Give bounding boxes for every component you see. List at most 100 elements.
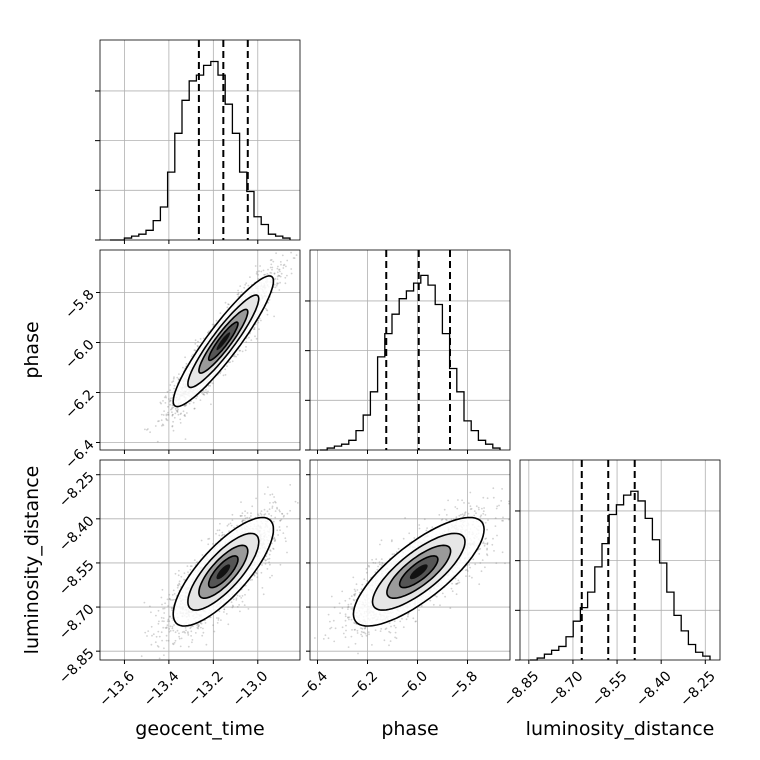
scatter-point	[172, 420, 175, 423]
scatter-point	[217, 617, 220, 620]
scatter-point	[240, 501, 242, 503]
scatter-point	[255, 272, 258, 275]
scatter-point	[161, 424, 163, 427]
scatter-point	[165, 639, 168, 642]
scatter-point	[235, 355, 238, 358]
scatter-point	[201, 554, 204, 556]
scatter-point	[162, 626, 165, 629]
scatter-point	[160, 413, 163, 416]
scatter-point	[224, 368, 227, 371]
scatter-point	[171, 411, 173, 414]
scatter-point	[266, 313, 269, 316]
hist-panel-luminosity_distance	[515, 459, 721, 664]
scatter-point	[170, 397, 172, 400]
scatter-point	[236, 606, 239, 608]
scatter-point	[274, 516, 277, 519]
scatter-point	[273, 272, 276, 275]
scatter-point	[273, 537, 276, 540]
scatter-point	[167, 618, 170, 621]
scatter-point	[269, 563, 271, 566]
scatter-point	[194, 339, 197, 342]
scatter-point	[247, 284, 250, 287]
scatter-point	[161, 620, 164, 622]
scatter-point	[184, 404, 187, 407]
scatter-point	[207, 543, 210, 546]
scatter-point	[163, 396, 166, 399]
scatter-point	[167, 639, 170, 642]
scatter-point	[279, 261, 282, 263]
scatter-point	[231, 519, 234, 521]
scatter-point	[177, 584, 180, 587]
scatter-panel-luminosity_distance-vs-geocent_time	[96, 459, 301, 664]
scatter-point	[192, 401, 195, 404]
scatter-point	[144, 631, 147, 634]
scatter-point	[166, 598, 169, 601]
scatter-point	[178, 569, 180, 572]
scatter-point	[237, 292, 240, 294]
scatter-point	[239, 610, 241, 613]
scatter-point	[215, 319, 218, 322]
scatter-point	[166, 624, 169, 627]
scatter-point	[197, 345, 199, 348]
scatter-point	[229, 522, 232, 525]
scatter-point	[231, 604, 234, 607]
scatter-point	[273, 283, 276, 286]
scatter-point	[177, 378, 180, 380]
scatter-point	[176, 410, 179, 412]
scatter-point	[253, 574, 256, 577]
scatter-point	[172, 429, 175, 432]
scatter-point	[286, 259, 289, 262]
scatter-point	[160, 616, 163, 619]
scatter-point	[241, 512, 244, 515]
scatter-point	[271, 507, 274, 509]
scatter-point	[229, 361, 232, 363]
scatter-point	[165, 417, 168, 420]
scatter-point	[193, 559, 196, 561]
scatter-point	[179, 418, 182, 421]
scatter-point	[284, 537, 287, 540]
scatter-point	[264, 273, 267, 276]
scatter-point	[257, 513, 259, 516]
scatter-point	[194, 632, 197, 634]
scatter-point	[273, 496, 275, 498]
scatter-point	[264, 563, 267, 565]
scatter-point	[203, 394, 206, 396]
scatter-point	[168, 628, 171, 630]
scatter-point	[244, 349, 247, 352]
scatter-point	[171, 627, 174, 630]
scatter-point	[241, 514, 243, 517]
scatter-point	[255, 497, 257, 500]
scatter-point	[193, 349, 196, 351]
scatter-point	[235, 597, 238, 600]
scatter-point	[185, 629, 187, 632]
scatter-point	[200, 626, 202, 629]
scatter-point	[213, 630, 216, 633]
scatter-point	[165, 418, 168, 421]
scatter-point	[181, 631, 184, 633]
scatter-point	[169, 399, 172, 402]
scatter-point	[296, 502, 299, 504]
scatter-point	[165, 634, 168, 637]
scatter-point	[171, 413, 174, 416]
scatter-point	[170, 408, 172, 411]
scatter-point	[276, 282, 279, 285]
scatter-point	[191, 641, 193, 644]
scatter-point	[183, 414, 186, 417]
scatter-point	[157, 646, 160, 648]
scatter-point	[264, 513, 267, 515]
scatter-point	[294, 500, 297, 503]
scatter-point	[226, 524, 229, 527]
scatter-point	[156, 440, 159, 443]
scatter-point	[269, 494, 272, 496]
scatter-point	[154, 641, 157, 644]
scatter-point	[161, 588, 164, 591]
scatter-point	[226, 365, 228, 367]
scatter-panel-phase-vs-geocent_time	[96, 249, 301, 454]
scatter-point	[278, 274, 280, 277]
scatter-point	[209, 384, 212, 387]
scatter-point	[278, 289, 281, 291]
scatter-point	[290, 251, 292, 254]
scatter-point	[253, 328, 255, 330]
scatter-point	[216, 622, 219, 624]
